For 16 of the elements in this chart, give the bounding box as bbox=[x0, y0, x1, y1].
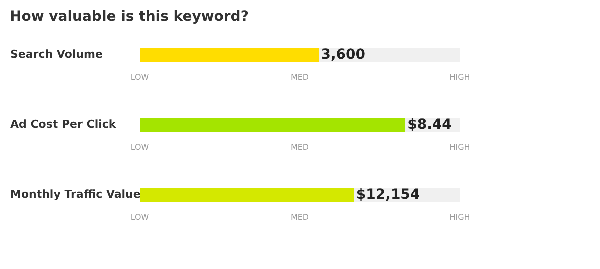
annotation: MED bbox=[290, 213, 310, 222]
y-tick-label: Search Volume bbox=[10, 48, 103, 61]
annotation: MED bbox=[290, 143, 310, 152]
y-tick-label: Ad Cost Per Click bbox=[10, 118, 117, 131]
annotation: 3,600 bbox=[321, 47, 366, 63]
chart-title: How valuable is this keyword? bbox=[10, 9, 249, 25]
annotation: $8.44 bbox=[408, 117, 452, 133]
annotation: LOW bbox=[130, 143, 150, 152]
annotation: HIGH bbox=[450, 143, 470, 152]
annotation: HIGH bbox=[450, 73, 470, 82]
annotation: HIGH bbox=[450, 213, 470, 222]
annotation: LOW bbox=[130, 213, 150, 222]
y-tick-label: Monthly Traffic Value bbox=[10, 188, 141, 201]
annotation: $12,154 bbox=[356, 187, 420, 203]
annotation: MED bbox=[290, 73, 310, 82]
annotation: LOW bbox=[130, 73, 150, 82]
